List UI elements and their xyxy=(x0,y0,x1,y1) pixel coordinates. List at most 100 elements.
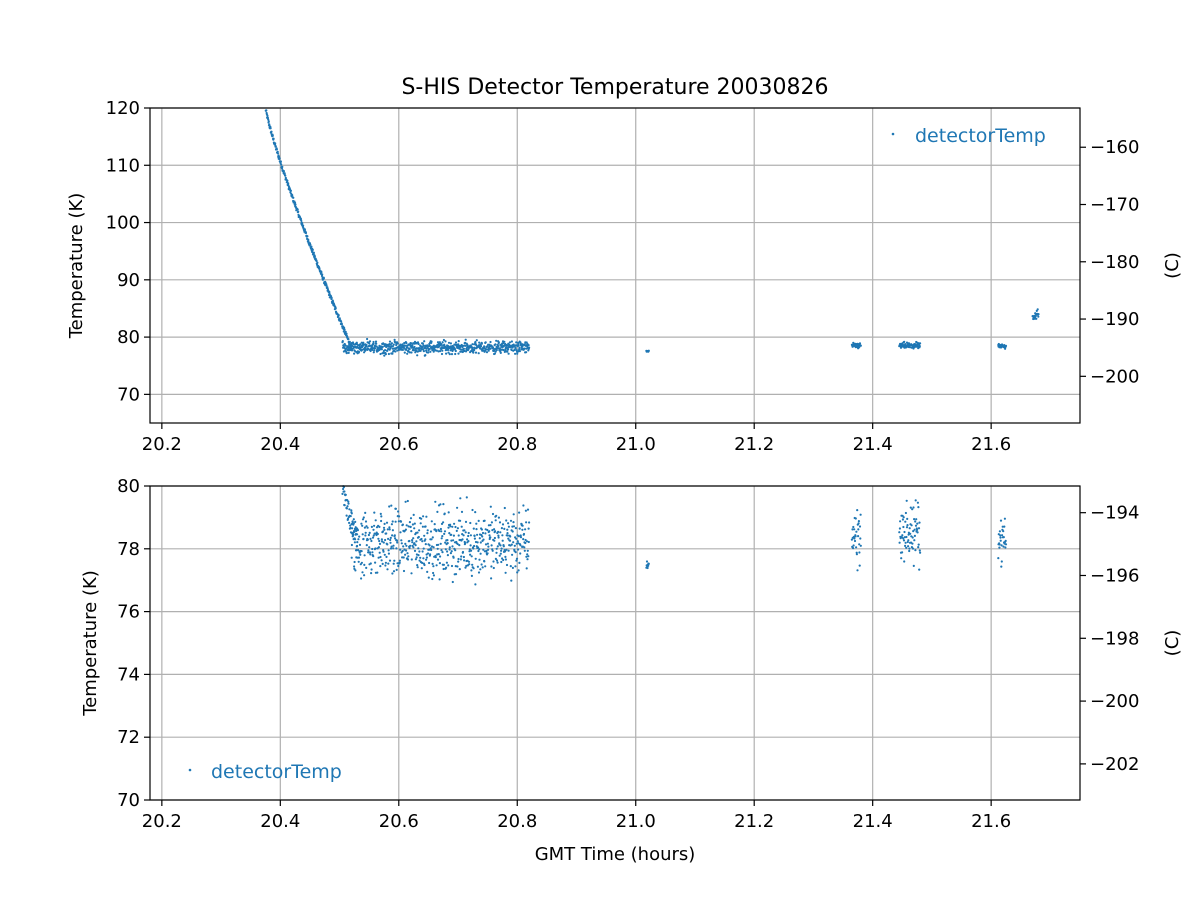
data-point xyxy=(471,343,474,346)
data-point xyxy=(502,348,505,352)
x-tick-label: 21.6 xyxy=(971,434,1011,455)
data-point xyxy=(1003,517,1007,520)
data-point xyxy=(351,527,354,530)
data-point xyxy=(418,550,421,553)
data-point xyxy=(915,518,918,521)
data-point xyxy=(428,348,431,351)
data-point xyxy=(1001,525,1004,528)
data-point xyxy=(374,340,378,343)
data-point xyxy=(411,344,414,347)
data-point xyxy=(519,544,522,547)
data-point xyxy=(509,519,513,522)
data-point xyxy=(495,514,498,517)
data-point xyxy=(467,534,470,538)
data-point xyxy=(398,515,401,518)
data-point xyxy=(326,286,329,289)
data-point xyxy=(391,529,394,532)
data-point xyxy=(463,529,466,532)
data-point xyxy=(852,525,855,529)
data-point xyxy=(473,544,476,548)
data-point xyxy=(479,552,482,555)
data-point xyxy=(432,565,435,568)
data-point xyxy=(508,539,512,542)
data-point xyxy=(468,346,471,349)
data-point xyxy=(504,571,507,574)
data-point xyxy=(514,551,517,554)
data-point xyxy=(416,354,419,357)
data-point xyxy=(453,522,456,525)
data-point xyxy=(908,527,911,530)
data-point xyxy=(394,520,397,523)
data-point xyxy=(458,544,461,547)
data-point xyxy=(909,506,912,509)
data-point xyxy=(507,522,510,525)
data-point xyxy=(918,568,921,571)
data-point xyxy=(912,564,915,568)
data-point xyxy=(440,348,443,351)
data-point xyxy=(403,548,406,551)
data-point xyxy=(374,561,377,564)
data-point xyxy=(371,536,375,539)
data-point xyxy=(355,549,358,552)
data-point xyxy=(916,522,919,525)
data-point xyxy=(507,348,510,351)
data-point xyxy=(410,530,413,533)
data-point xyxy=(372,351,375,354)
data-point xyxy=(351,520,354,523)
data-point xyxy=(855,546,858,549)
data-point xyxy=(999,534,1002,537)
data-point xyxy=(366,337,369,341)
data-point xyxy=(349,343,352,346)
data-point xyxy=(460,525,463,528)
data-point xyxy=(267,118,270,121)
data-point xyxy=(354,569,357,572)
data-point xyxy=(475,344,478,347)
data-point xyxy=(360,561,363,564)
data-point xyxy=(474,340,477,344)
data-point xyxy=(270,130,273,133)
data-point xyxy=(454,349,457,353)
data-point xyxy=(470,549,473,552)
data-point xyxy=(457,534,460,537)
data-point xyxy=(418,348,421,351)
data-point xyxy=(475,522,478,525)
data-point xyxy=(647,564,650,567)
data-point xyxy=(901,534,904,537)
data-point xyxy=(372,528,375,531)
data-point xyxy=(462,347,465,350)
data-point xyxy=(528,346,531,349)
data-point xyxy=(904,544,907,548)
data-point xyxy=(402,346,406,349)
data-point xyxy=(515,557,519,560)
data-point xyxy=(480,563,483,566)
y-tick-label: 70 xyxy=(117,384,140,405)
data-point xyxy=(487,349,490,352)
data-point xyxy=(998,530,1002,533)
data-point xyxy=(411,523,414,526)
data-point xyxy=(306,235,309,238)
data-point xyxy=(347,351,350,354)
bottom-y2-axis-label: (C) xyxy=(1162,630,1183,657)
data-point xyxy=(369,537,372,541)
data-point xyxy=(370,572,373,575)
data-point xyxy=(907,539,910,542)
data-point xyxy=(904,541,907,544)
data-point xyxy=(441,551,444,554)
data-point xyxy=(1004,344,1008,347)
bottom-y-ticks: 70 72 74 76 78 80 xyxy=(117,476,150,811)
data-point xyxy=(321,273,324,276)
data-point xyxy=(402,569,406,573)
data-point xyxy=(479,568,482,571)
data-point xyxy=(350,556,353,559)
data-point xyxy=(504,558,507,561)
data-point xyxy=(853,528,856,531)
data-point xyxy=(406,346,409,349)
data-point xyxy=(523,347,526,350)
data-point xyxy=(477,546,480,549)
data-point xyxy=(507,352,510,355)
data-point xyxy=(392,544,395,547)
data-point xyxy=(422,344,425,347)
data-point xyxy=(482,548,485,551)
data-point xyxy=(458,568,461,571)
data-point xyxy=(388,340,392,343)
